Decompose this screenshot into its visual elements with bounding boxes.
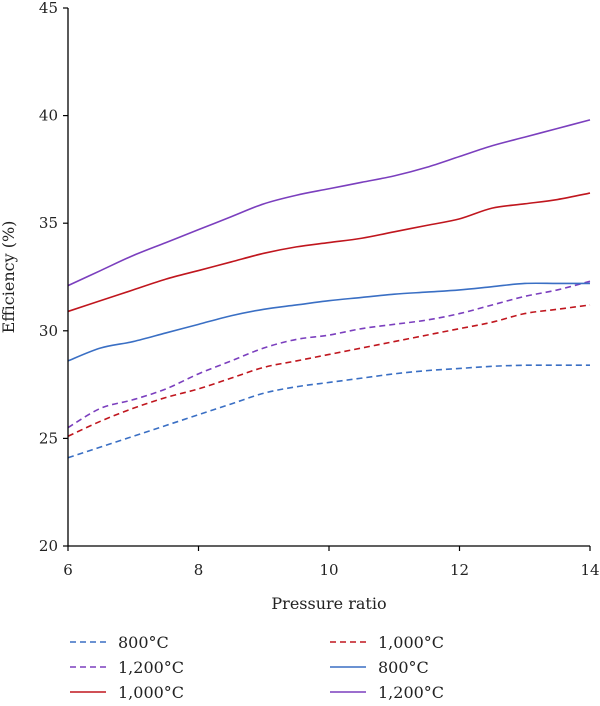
series-line-dashed-0 — [67, 364, 590, 459]
x-tick-label: 12 — [450, 561, 469, 579]
x-tick-label: 8 — [194, 561, 204, 579]
series-line-dashed-2 — [67, 280, 591, 429]
legend-label-4: 1,000°C — [118, 683, 184, 702]
tick-labels: 6 8 10 12 14 20 25 30 35 40 45 — [39, 0, 600, 579]
y-tick-label: 20 — [39, 537, 58, 555]
series-line-dashed-1 — [67, 304, 591, 437]
x-tick-label: 10 — [319, 561, 338, 579]
series-line-solid-5 — [67, 119, 591, 287]
x-tick-label: 6 — [63, 561, 73, 579]
plot-area — [67, 119, 591, 459]
series-line-solid-3 — [67, 282, 590, 362]
axes — [67, 8, 590, 547]
legend-label-2: 1,200°C — [118, 658, 184, 677]
tick-marks — [63, 7, 591, 551]
y-tick-label: 45 — [39, 0, 58, 17]
x-tick-label: 14 — [580, 561, 599, 579]
y-tick-label: 35 — [39, 214, 58, 232]
y-axis-title: Efficiency (%) — [0, 221, 18, 334]
legend-label-1: 1,000°C — [378, 633, 444, 652]
y-tick-label: 30 — [39, 322, 58, 340]
series-line-solid-4 — [67, 192, 591, 313]
legend: 800°C 1,000°C 1,200°C 800°C 1,000°C 1,200°C — [70, 633, 444, 702]
legend-label-3: 800°C — [378, 658, 429, 677]
y-tick-label: 40 — [39, 107, 58, 125]
x-axis-title: Pressure ratio — [271, 594, 386, 613]
legend-label-0: 800°C — [118, 633, 169, 652]
legend-label-5: 1,200°C — [378, 683, 444, 702]
y-tick-label: 25 — [39, 429, 58, 447]
